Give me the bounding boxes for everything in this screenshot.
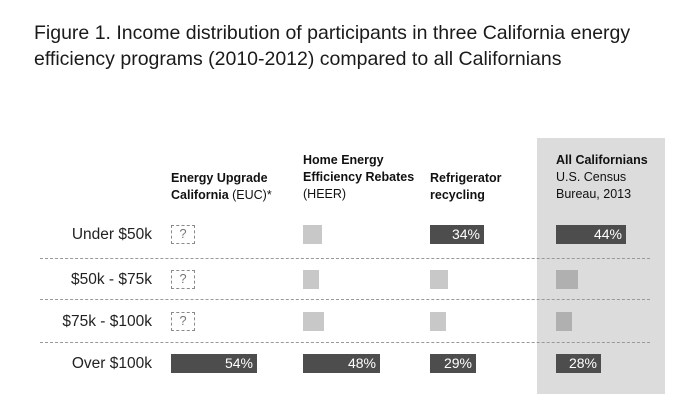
bar	[430, 312, 446, 331]
column-header-all-californians: All Californians U.S. Census Bureau, 201…	[556, 152, 661, 203]
row-divider	[40, 299, 650, 300]
row-divider	[40, 342, 650, 343]
row-label: $75k - $100k	[62, 313, 152, 330]
bar-value-label: 54%	[224, 355, 253, 371]
column-header-heer-name: Home Energy Efficiency Rebates	[303, 153, 415, 184]
bar: 29%	[430, 354, 476, 373]
bar	[556, 270, 578, 289]
unknown-value-marker: ?	[171, 270, 195, 289]
unknown-value-marker: ?	[171, 312, 195, 331]
bar	[303, 312, 324, 331]
bar-value-label: 28%	[568, 355, 597, 371]
row-divider	[40, 258, 650, 259]
bar-value-label: 34%	[451, 226, 480, 242]
column-header-heer-suffix: (HEER)	[303, 187, 347, 201]
bar-value-label: 48%	[347, 355, 376, 371]
row-label: Over $100k	[71, 355, 152, 372]
bar	[430, 270, 448, 289]
bar: 48%	[303, 354, 380, 373]
bar: 54%	[171, 354, 257, 373]
bar: 34%	[430, 225, 484, 244]
bar	[556, 312, 572, 331]
bar	[303, 225, 322, 244]
column-header-all-californians-name: All Californians	[556, 153, 648, 167]
all-californians-highlight	[537, 138, 665, 394]
column-header-all-californians-source: U.S. Census Bureau, 2013	[556, 170, 632, 201]
figure-title: Figure 1. Income distribution of partici…	[34, 22, 631, 70]
bar: 44%	[556, 225, 626, 244]
column-header-refrigerator: Refrigerator recycling	[430, 170, 520, 204]
row-label: Under $50k	[71, 226, 152, 243]
row-label: $50k - $75k	[71, 271, 152, 288]
column-header-refrigerator-name: Refrigerator recycling	[430, 171, 502, 202]
column-header-euc-suffix: (EUC)*	[228, 188, 272, 202]
bar: 28%	[556, 354, 601, 373]
column-header-heer: Home Energy Efficiency Rebates (HEER)	[303, 152, 423, 203]
column-header-euc: Energy Upgrade California (EUC)*	[171, 170, 301, 204]
unknown-value-marker: ?	[171, 225, 195, 244]
bar	[303, 270, 319, 289]
column-header-euc-name: Energy Upgrade California	[171, 171, 268, 202]
bar-value-label: 44%	[593, 226, 622, 242]
bar-value-label: 29%	[443, 355, 472, 371]
